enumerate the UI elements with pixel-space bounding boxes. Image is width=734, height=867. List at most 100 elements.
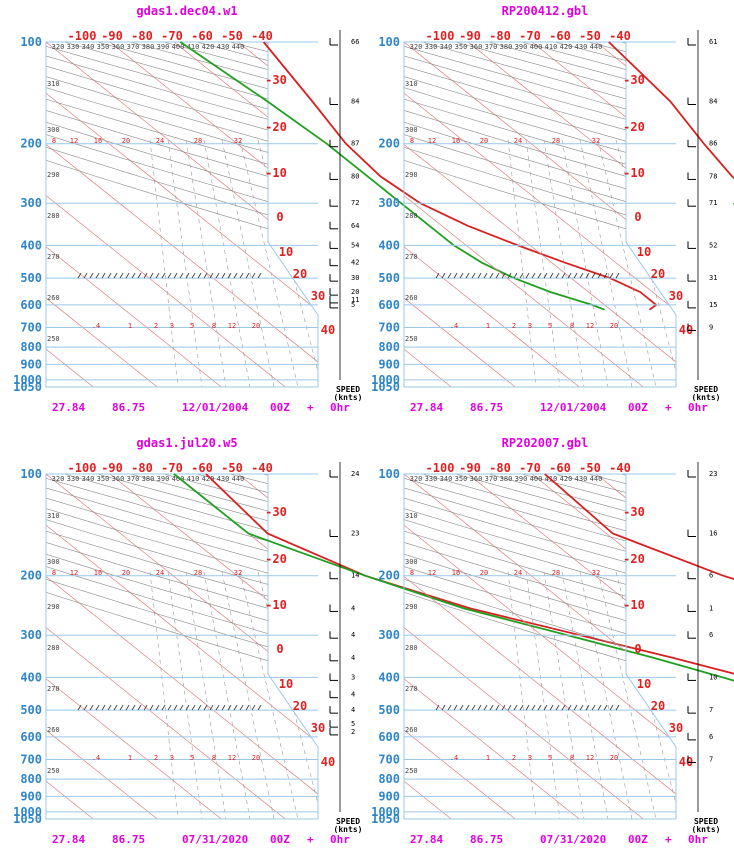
theta-side-label: 270 (47, 685, 60, 693)
hatch-mark (441, 272, 446, 279)
diagram-border (403, 474, 677, 820)
wind-speed-label: 4 (351, 691, 355, 699)
theta-label: 400 (530, 475, 543, 483)
pressure-tick-label: 500 (20, 703, 42, 717)
temp-side-label: 20 (293, 699, 307, 713)
pressure-tick-label: 200 (378, 137, 400, 151)
mixing-ratio-line (507, 571, 537, 819)
theta-label: 420 (202, 43, 215, 51)
mix-ratio-label: 24 (514, 137, 522, 145)
mix-ratio-label: 20 (480, 569, 488, 577)
hatch-mark (507, 704, 512, 711)
dry-adiabat (404, 474, 676, 819)
hatch-mark (89, 704, 94, 711)
pressure-tick-label: 1000 (371, 373, 400, 387)
footer-fhr: 0hr (330, 401, 350, 414)
temp-side-label: -20 (265, 552, 287, 566)
theta-label: 320 (410, 475, 423, 483)
temp-side-label: -10 (265, 166, 287, 180)
wind-speed-label: 7 (709, 756, 713, 764)
isotherm (46, 474, 158, 819)
hatch-mark (579, 704, 584, 711)
isotherm (46, 42, 286, 387)
temperature-profile (262, 41, 658, 311)
temp-side-label: 10 (637, 677, 651, 691)
hatch-mark (149, 272, 154, 279)
mix-ratio-label: 1 (128, 322, 132, 330)
hatch-mark (585, 704, 590, 711)
hatch-mark (549, 272, 554, 279)
diagram-border (403, 42, 677, 388)
hatch-mark (233, 704, 238, 711)
pressure-tick-label: 1050 (13, 812, 42, 826)
theta-label: 350 (455, 475, 468, 483)
temp-side-label: 20 (651, 267, 665, 281)
hatch-mark (489, 704, 494, 711)
wind-speed-label: 78 (709, 172, 717, 180)
hatch-mark (543, 272, 548, 279)
mix-ratio-label: 32 (592, 569, 600, 577)
wind-speed-label: 4 (351, 631, 355, 639)
isotherm (404, 474, 452, 819)
hatch-mark (179, 272, 184, 279)
dry-adiabat (46, 474, 318, 819)
hatch-mark (113, 704, 118, 711)
temp-side-label: -10 (623, 166, 645, 180)
wind-speed-label: 11 (351, 296, 359, 304)
pressure-tick-label: 400 (378, 238, 400, 252)
hatch-mark (615, 704, 620, 711)
theta-label: 350 (97, 475, 110, 483)
hatch-mark (95, 704, 100, 711)
mixing-ratio-line (167, 571, 203, 819)
theta-side-label: 290 (405, 171, 418, 179)
hatch-mark (137, 272, 142, 279)
footer-date: 12/01/2004 (540, 401, 607, 414)
mixing-ratio-line (579, 571, 633, 819)
mix-ratio-label: 3 (528, 322, 532, 330)
mix-ratio-label: 3 (170, 322, 174, 330)
mix-ratio-label: 20 (610, 322, 618, 330)
dry-adiabat (46, 42, 318, 387)
theta-side-label: 310 (47, 80, 60, 88)
hatch-mark (489, 272, 494, 279)
temp-tick-label: -90 (459, 29, 481, 43)
theta-label: 320 (52, 43, 65, 51)
mixing-ratio-line (221, 139, 275, 387)
dry-adiabat (488, 42, 676, 387)
temp-tick-label: -50 (579, 461, 601, 475)
theta-label: 380 (500, 43, 513, 51)
pressure-tick-label: 1000 (371, 805, 400, 819)
pressure-tick-label: 700 (20, 321, 42, 335)
mix-ratio-label: .4 (92, 754, 100, 762)
isotherm (404, 474, 644, 819)
temp-side-label: 20 (651, 699, 665, 713)
isotherm (46, 42, 222, 387)
temp-tick-label: -80 (489, 29, 511, 43)
wind-speed-label: 6 (709, 572, 713, 580)
theta-label: 340 (82, 43, 95, 51)
temp-tick-label: -60 (191, 29, 213, 43)
mixing-ratio-line (221, 571, 275, 819)
dry-adiabat (687, 42, 734, 387)
footer-date: 12/01/2004 (182, 401, 249, 414)
pressure-tick-label: 1050 (13, 380, 42, 394)
mix-ratio-label: 8 (52, 137, 56, 145)
hatch-mark (561, 704, 566, 711)
theta-side-label: 250 (47, 767, 60, 775)
isotherm (404, 474, 676, 819)
footer-lat: 27.84 (410, 401, 443, 414)
temp-tick-label: -90 (101, 461, 123, 475)
mix-ratio-label: 28 (194, 137, 202, 145)
pressure-tick-label: 900 (20, 357, 42, 371)
dry-adiabat (404, 42, 676, 387)
theta-label: 370 (485, 475, 498, 483)
hatch-mark (143, 704, 148, 711)
mixing-ratio-line (525, 139, 561, 387)
dry-adiabat (329, 474, 734, 819)
hatch-mark (573, 704, 578, 711)
theta-label: 400 (172, 43, 185, 51)
hatch-mark (585, 272, 590, 279)
hatch-mark (203, 704, 208, 711)
temp-side-label: -20 (623, 120, 645, 134)
footer-time: 00Z (270, 833, 290, 846)
